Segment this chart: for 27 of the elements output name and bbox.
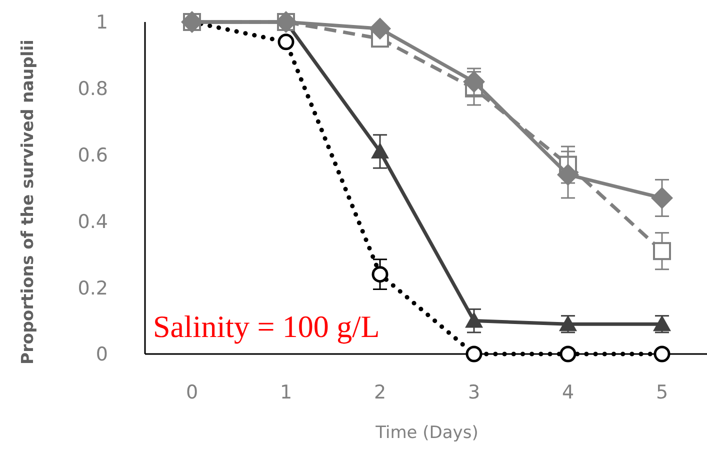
y-tick-label: 1 (96, 12, 108, 34)
y-tick-label: 0.2 (78, 277, 108, 300)
x-tick-label: 0 (186, 382, 198, 404)
point (372, 266, 388, 283)
point (466, 346, 482, 362)
point (651, 186, 673, 209)
annotation: Salinity = 100 g/L (153, 309, 380, 344)
y-tick-label: 0 (96, 344, 108, 366)
x-axis-title: Time (Days) (374, 423, 478, 443)
x-tick-label: 5 (656, 382, 668, 404)
y-tick-label: 0.6 (78, 144, 108, 166)
x-tick-label: 4 (562, 382, 574, 404)
point (653, 242, 671, 260)
y-tick-label: 0.8 (78, 78, 108, 100)
x-tick-label: 3 (468, 382, 480, 404)
point (465, 312, 483, 328)
x-tick-label: 1 (280, 382, 292, 404)
point (654, 346, 670, 362)
y-axis-title: Proportions of the survived nauplii (18, 40, 37, 364)
point (557, 164, 579, 186)
y-tick-label: 0.4 (78, 210, 108, 233)
x-tick-label: 2 (374, 382, 386, 404)
point (369, 18, 391, 40)
point (560, 346, 576, 362)
point (463, 70, 485, 93)
point (371, 142, 389, 158)
point (278, 34, 294, 50)
